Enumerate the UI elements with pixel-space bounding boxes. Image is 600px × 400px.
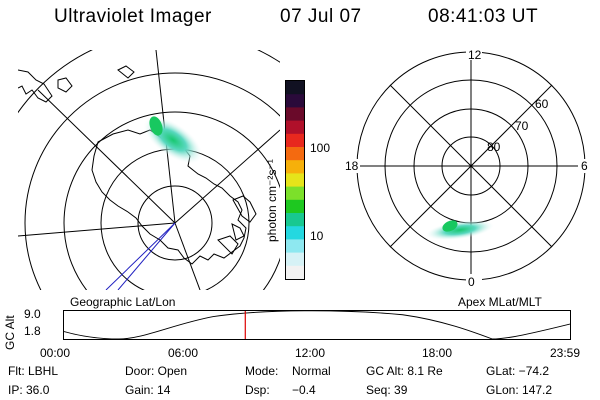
svg-text:photon cm⁻²s⁻¹: photon cm⁻²s⁻¹ xyxy=(265,159,279,242)
colorbar-swatch xyxy=(286,213,304,227)
colorbar-swatch xyxy=(286,94,304,108)
time-tick-0000: 00:00 xyxy=(40,346,71,360)
gc-alt-plot xyxy=(63,310,571,340)
seq-status: Seq: 39 xyxy=(366,383,408,397)
gc-alt-status: GC Alt: 8.1 Re xyxy=(366,364,443,378)
gc-alt-tick-low: 1.8 xyxy=(24,324,41,338)
dsp-value: −0.4 xyxy=(292,383,316,397)
colorbar-label: photon cm⁻²s⁻¹ xyxy=(265,159,279,242)
date-label: 07 Jul 07 xyxy=(280,6,362,27)
mode-value: Normal xyxy=(292,364,331,378)
colorbar-swatch xyxy=(286,147,304,161)
time-tick-1800: 18:00 xyxy=(422,346,453,360)
time-tick-0600: 06:00 xyxy=(168,346,199,360)
glat-status: GLat: −74.2 xyxy=(486,364,550,378)
colorbar-swatch xyxy=(286,252,304,267)
gain-status: Gain: 14 xyxy=(125,383,171,397)
time-tick-2359: 23:59 xyxy=(550,346,581,360)
colorbar-swatch xyxy=(286,107,304,122)
colorbar-swatch xyxy=(286,173,304,188)
gc-alt-tick-high: 9.0 xyxy=(24,307,41,321)
mlat-label-80: 80 xyxy=(487,140,501,154)
svg-text:GC Alt: GC Alt xyxy=(3,315,16,350)
mlt-label-0: 0 xyxy=(468,275,475,289)
colorbar-swatch xyxy=(286,120,304,135)
dsp-label: Dsp: xyxy=(245,383,270,397)
colorbar-tick-100: 100 xyxy=(310,141,331,155)
colorbar-swatch xyxy=(286,265,304,279)
mlat-label-70: 70 xyxy=(515,119,529,133)
aurora-emission-polar xyxy=(426,219,494,241)
time-tick-1200: 12:00 xyxy=(295,346,326,360)
time-label: 08:41:03 UT xyxy=(428,6,539,27)
mlt-label-18: 18 xyxy=(345,159,359,173)
colorbar-swatch xyxy=(286,160,304,174)
colorbar-swatch xyxy=(286,133,304,148)
mlt-label-12: 12 xyxy=(468,48,482,62)
polar-plot: 12 0 18 6 60 70 80 xyxy=(344,48,592,289)
colorbar-swatch xyxy=(286,81,304,95)
ip-status: IP: 36.0 xyxy=(8,383,50,397)
colorbar-swatch xyxy=(286,199,304,214)
geographic-map xyxy=(18,50,280,290)
mlat-label-60: 60 xyxy=(535,97,549,111)
polar-plot-caption: Apex MLat/MLT xyxy=(458,295,542,309)
mlt-label-6: 6 xyxy=(581,159,588,173)
gc-alt-axis-label: GC Alt xyxy=(3,315,16,350)
colorbar-swatch xyxy=(286,239,304,254)
app-title: Ultraviolet Imager xyxy=(54,6,212,27)
filter-status: Flt: LBHL xyxy=(8,364,59,378)
geo-map-caption: Geographic Lat/Lon xyxy=(70,295,176,309)
colorbar-swatch xyxy=(286,226,304,240)
colorbar-tick-10: 10 xyxy=(310,229,324,243)
intensity-colorbar xyxy=(285,80,305,280)
colorbar-swatch xyxy=(286,186,304,201)
mode-label: Mode: xyxy=(245,364,279,378)
aurora-emission-geo xyxy=(143,116,203,164)
door-status: Door: Open xyxy=(125,364,188,378)
glon-status: GLon: 147.2 xyxy=(486,383,553,397)
